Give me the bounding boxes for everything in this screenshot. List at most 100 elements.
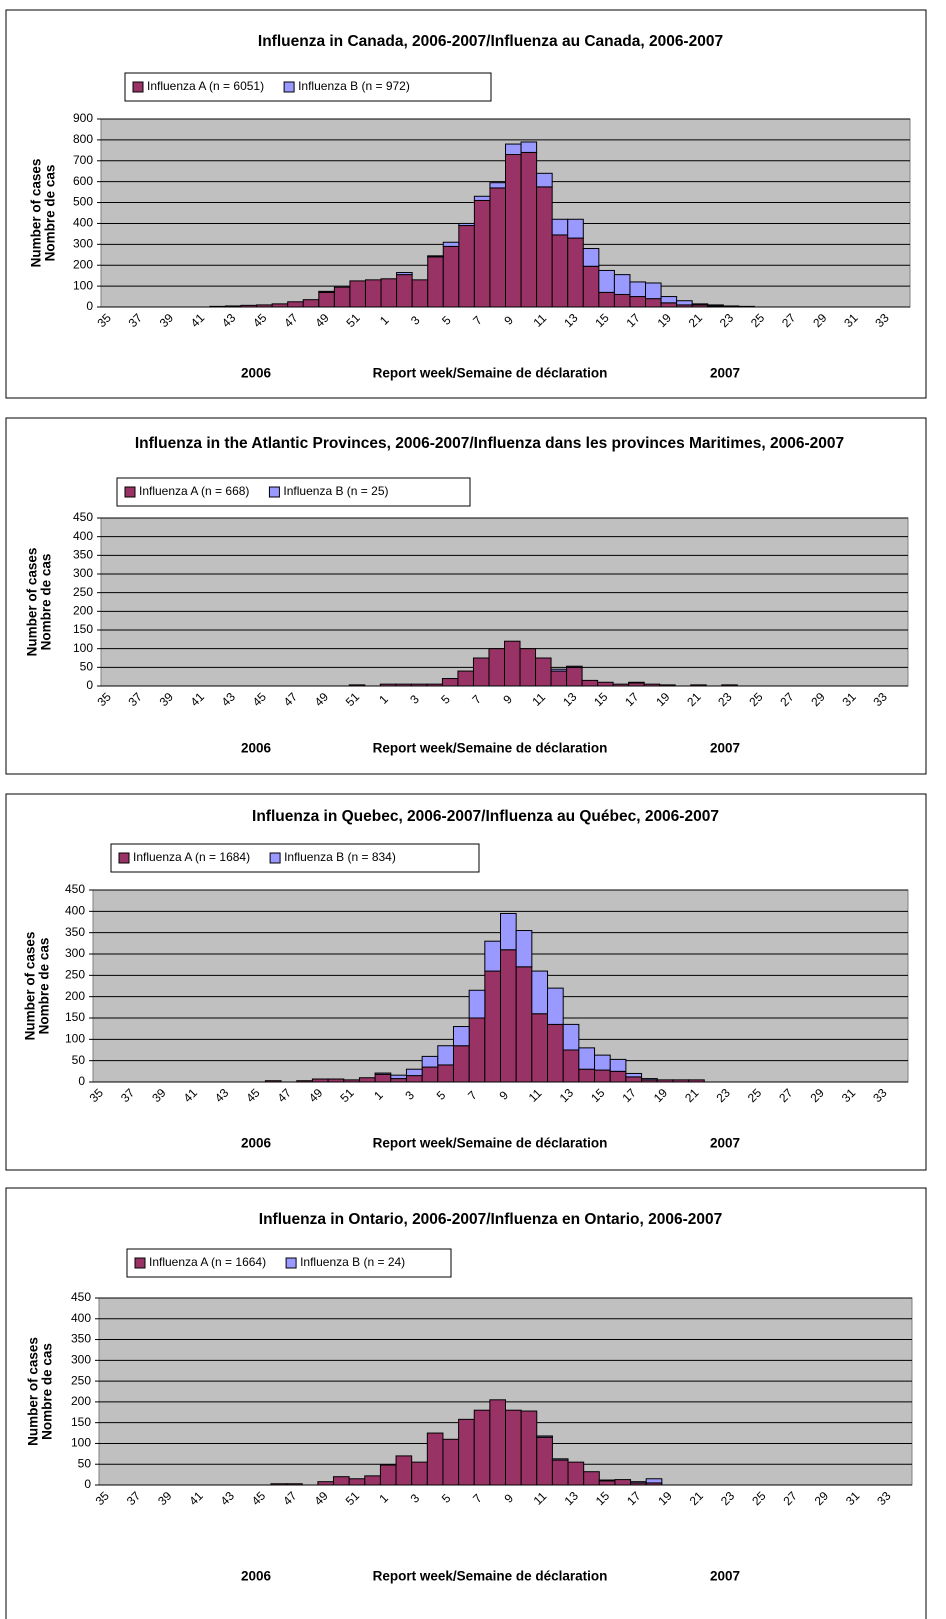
y-tick-label: 150 bbox=[65, 1010, 85, 1024]
bar bbox=[488, 648, 506, 687]
bar bbox=[421, 1055, 439, 1068]
bar bbox=[550, 670, 568, 687]
y-tick-label: 50 bbox=[78, 1456, 92, 1470]
y-axis-title: Number of cases bbox=[29, 159, 44, 268]
y-tick-label: 0 bbox=[78, 1074, 85, 1088]
bar bbox=[645, 282, 662, 300]
bar bbox=[468, 1017, 486, 1083]
bar bbox=[374, 1072, 392, 1075]
bar bbox=[562, 1023, 580, 1051]
bar bbox=[302, 299, 320, 308]
bar bbox=[421, 1066, 439, 1083]
legend-swatch bbox=[118, 852, 130, 864]
y-tick-label: 400 bbox=[65, 904, 85, 918]
bar bbox=[536, 172, 553, 188]
bar bbox=[609, 1058, 627, 1072]
bar bbox=[468, 989, 486, 1019]
bar bbox=[380, 278, 398, 308]
year-label: 2007 bbox=[710, 1136, 740, 1151]
bar bbox=[582, 248, 600, 267]
legend bbox=[116, 477, 471, 507]
bar bbox=[609, 1070, 627, 1083]
y-tick-label: 100 bbox=[71, 1436, 91, 1450]
bar bbox=[581, 679, 599, 687]
bar bbox=[547, 1023, 564, 1083]
bar bbox=[625, 1072, 643, 1078]
bar bbox=[578, 1047, 596, 1070]
y-tick-label: 450 bbox=[65, 882, 85, 896]
legend-swatch bbox=[283, 81, 295, 93]
chart-title: Influenza in the Atlantic Provinces, 200… bbox=[135, 435, 844, 452]
bar bbox=[567, 237, 584, 308]
y-tick-label: 300 bbox=[65, 946, 85, 960]
bar bbox=[374, 1073, 392, 1083]
bar bbox=[484, 970, 502, 1083]
legend-label: Influenza B (n = 24) bbox=[300, 1255, 405, 1269]
bar bbox=[536, 1436, 553, 1486]
bar bbox=[505, 143, 522, 156]
legend-label: Influenza B (n = 25) bbox=[283, 484, 388, 498]
year-label: 2006 bbox=[241, 1136, 272, 1151]
bar bbox=[562, 1049, 580, 1083]
bar bbox=[536, 186, 553, 308]
y-tick-label: 350 bbox=[65, 925, 85, 939]
bar bbox=[660, 296, 678, 304]
year-label: 2007 bbox=[710, 1569, 740, 1584]
y-axis-title: Nombre de cas bbox=[43, 165, 58, 262]
bar bbox=[641, 1078, 658, 1081]
bar bbox=[551, 1458, 569, 1461]
bar bbox=[427, 255, 444, 258]
x-axis-title: Report week/Semaine de déclaration bbox=[373, 1569, 608, 1584]
y-tick-label: 350 bbox=[73, 548, 93, 562]
bar bbox=[629, 281, 647, 298]
bar bbox=[500, 949, 517, 1083]
bar bbox=[520, 1410, 538, 1486]
bar bbox=[349, 280, 366, 308]
y-tick-label: 50 bbox=[72, 1053, 86, 1067]
bar bbox=[535, 657, 552, 687]
bar bbox=[614, 1479, 632, 1486]
bar bbox=[505, 154, 522, 308]
bar bbox=[442, 1438, 460, 1486]
bar bbox=[566, 665, 583, 668]
legend-swatch bbox=[285, 1257, 297, 1269]
bar bbox=[396, 272, 413, 276]
y-tick-label: 700 bbox=[73, 153, 93, 167]
y-tick-label: 100 bbox=[73, 278, 93, 292]
y-tick-label: 150 bbox=[71, 1415, 91, 1429]
y-tick-label: 300 bbox=[71, 1353, 91, 1367]
y-tick-label: 200 bbox=[73, 604, 93, 618]
bar bbox=[520, 141, 538, 153]
y-tick-label: 200 bbox=[65, 989, 85, 1003]
y-tick-label: 600 bbox=[73, 174, 93, 188]
bar bbox=[613, 293, 631, 308]
y-tick-label: 350 bbox=[71, 1332, 91, 1346]
y-axis-title: Number of cases bbox=[26, 1337, 41, 1446]
bar bbox=[442, 245, 460, 308]
bar bbox=[660, 302, 678, 308]
legend-label: Influenza A (n = 1664) bbox=[149, 1255, 266, 1269]
y-tick-label: 450 bbox=[73, 510, 93, 524]
bar bbox=[536, 1435, 553, 1438]
y-tick-label: 250 bbox=[65, 968, 85, 982]
bar bbox=[598, 291, 615, 308]
bar bbox=[598, 269, 615, 293]
y-tick-label: 200 bbox=[73, 257, 93, 271]
bar bbox=[348, 1478, 366, 1486]
legend-label: Influenza A (n = 668) bbox=[139, 484, 249, 498]
y-tick-label: 200 bbox=[71, 1394, 91, 1408]
y-axis-title: Number of cases bbox=[25, 548, 40, 657]
bar bbox=[520, 151, 538, 308]
bar bbox=[458, 225, 475, 308]
bar bbox=[452, 1045, 470, 1083]
year-label: 2007 bbox=[710, 366, 740, 381]
bar bbox=[515, 966, 533, 1083]
bar bbox=[287, 301, 304, 308]
y-axis-title: Number of cases bbox=[23, 932, 38, 1041]
bar bbox=[645, 298, 662, 308]
bar bbox=[458, 222, 475, 227]
bar bbox=[551, 234, 569, 308]
y-axis-title: Nombre de cas bbox=[40, 1343, 55, 1440]
y-tick-label: 100 bbox=[65, 1032, 85, 1046]
y-tick-label: 400 bbox=[73, 216, 93, 230]
